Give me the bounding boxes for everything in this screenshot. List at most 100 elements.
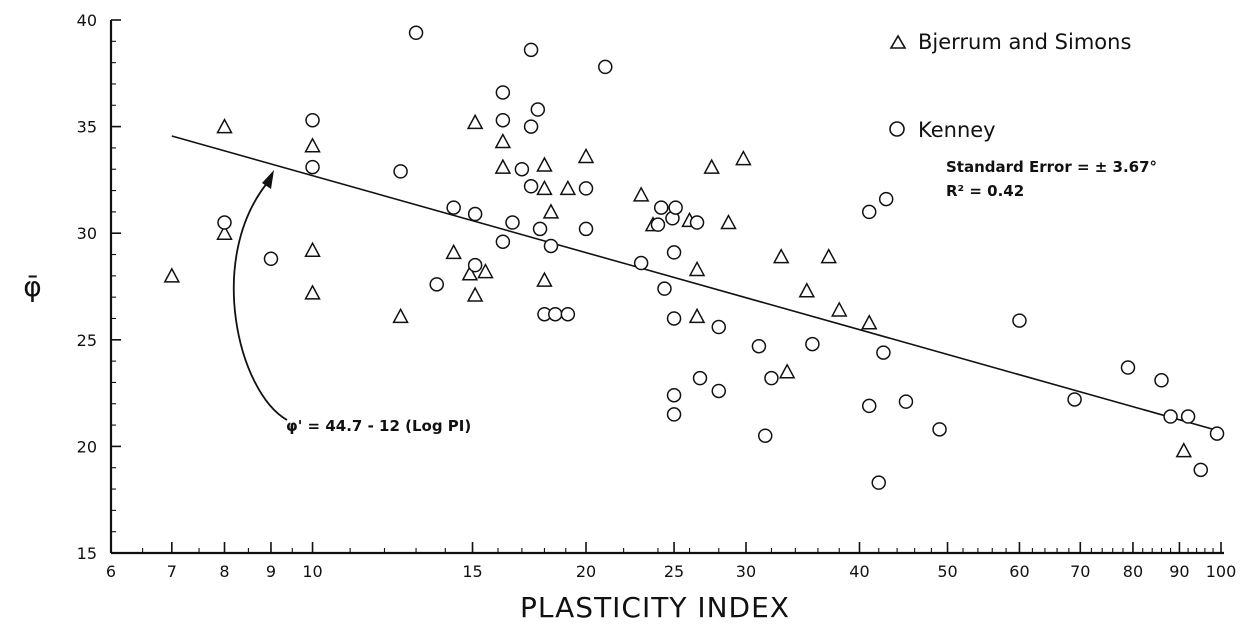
circle-marker xyxy=(543,238,559,254)
circle-marker xyxy=(650,217,666,232)
triangle-marker xyxy=(688,260,706,277)
equation-label: φ' = 44.7 - 12 (Log PI) xyxy=(286,417,471,435)
circle-marker xyxy=(467,257,483,273)
y-axis: 15 20 25 30 35 40 xyxy=(77,11,121,563)
circle-marker xyxy=(861,398,877,414)
circle-marker xyxy=(495,234,511,249)
triangle-marker xyxy=(577,147,595,164)
y-tick-label: 15 xyxy=(77,544,97,563)
x-tick-label: 25 xyxy=(664,562,684,581)
circle-marker xyxy=(560,306,576,322)
triangle-marker xyxy=(735,149,752,166)
circle-marker xyxy=(657,281,672,296)
triangle-marker xyxy=(461,265,479,281)
triangle-marker xyxy=(820,248,837,264)
circle-marker xyxy=(666,387,682,403)
triangle-marker xyxy=(163,267,181,283)
circle-marker xyxy=(633,255,649,271)
y-tick-label: 20 xyxy=(77,437,97,456)
y-axis-title: φ̄ xyxy=(23,270,42,303)
triangle-marker xyxy=(559,179,577,196)
circle-marker xyxy=(689,215,705,230)
triangle-marker xyxy=(304,284,321,300)
triangle-marker xyxy=(632,186,650,202)
circle-marker xyxy=(1193,462,1209,478)
x-axis: 6 7 8 9 10 15 20 25 30 40 50 60 70 80 90 100 xyxy=(106,542,1236,581)
circle-marker xyxy=(668,200,683,215)
x-tick-label: 80 xyxy=(1123,562,1143,581)
x-tick-label: 8 xyxy=(219,562,229,581)
circle-marker xyxy=(505,215,520,230)
circle-marker xyxy=(467,206,483,222)
x-tick-label: 30 xyxy=(736,562,756,581)
circle-marker xyxy=(598,59,613,75)
circle-marker xyxy=(305,159,320,175)
circle-marker xyxy=(861,204,877,220)
y-ticks: 15 20 25 30 35 40 xyxy=(77,11,121,563)
circle-marker xyxy=(666,407,682,422)
legend-circle-icon xyxy=(889,121,905,137)
circle-marker xyxy=(1163,409,1178,424)
circle-marker xyxy=(446,200,461,215)
equation-arrow xyxy=(232,181,288,421)
r-squared-label: R² = 0.42 xyxy=(946,182,1024,200)
triangle-marker xyxy=(536,179,553,196)
x-ticks: 6 7 8 9 10 15 20 25 30 40 50 60 70 80 90 100 xyxy=(106,542,1236,581)
x-tick-label: 6 xyxy=(106,562,116,581)
triangle-marker xyxy=(304,137,321,153)
legend-triangle-icon xyxy=(889,34,907,49)
circle-marker xyxy=(653,200,669,215)
triangle-marker xyxy=(466,113,484,130)
circle-marker xyxy=(305,112,320,128)
x-tick-label: 90 xyxy=(1169,562,1189,581)
legend: Bjerrum and Simons Kenney Standard Error… xyxy=(889,30,1157,200)
equation-arrowhead xyxy=(262,170,274,189)
triangle-marker xyxy=(304,241,321,258)
triangle-marker xyxy=(778,363,796,379)
circle-marker xyxy=(1012,313,1027,328)
circle-marker xyxy=(263,251,279,267)
triangle-marker xyxy=(494,158,512,174)
x-tick-label: 70 xyxy=(1070,562,1090,581)
x-tick-label: 9 xyxy=(266,562,276,581)
x-axis-title: PLASTICITY INDEX xyxy=(520,591,790,624)
y-tick-label: 40 xyxy=(77,11,97,30)
triangle-marker xyxy=(445,243,462,260)
circle-marker xyxy=(711,383,727,399)
circle-marker xyxy=(711,319,727,335)
circle-marker xyxy=(523,179,539,194)
x-tick-label: 40 xyxy=(849,562,869,581)
y-tick-label: 35 xyxy=(77,118,97,137)
circle-marker xyxy=(805,336,820,352)
x-tick-label: 50 xyxy=(937,562,957,581)
circle-marker xyxy=(578,221,594,237)
y-tick-label: 30 xyxy=(77,224,97,243)
circle-marker xyxy=(1209,426,1225,441)
triangle-marker xyxy=(830,301,848,317)
x-tick-label: 7 xyxy=(167,562,177,581)
triangle-marker xyxy=(477,262,494,279)
circle-marker xyxy=(878,191,894,207)
x-tick-label: 20 xyxy=(576,562,596,581)
circle-marker xyxy=(578,181,594,196)
x-tick-label: 10 xyxy=(302,562,322,581)
triangle-marker xyxy=(216,224,233,240)
triangle-marker xyxy=(536,271,553,287)
circle-marker xyxy=(393,164,408,179)
circle-marker xyxy=(530,102,546,117)
circle-marker xyxy=(666,245,682,260)
triangle-marker xyxy=(392,307,409,324)
circle-marker xyxy=(876,345,891,360)
circle-marker xyxy=(1180,409,1196,424)
triangle-marker xyxy=(1175,442,1193,458)
x-tick-label: 15 xyxy=(462,562,482,581)
circle-marker xyxy=(871,475,886,490)
triangle-marker xyxy=(688,307,706,324)
circle-marker xyxy=(532,221,548,237)
circle-marker xyxy=(898,394,914,409)
triangle-marker xyxy=(216,118,233,134)
circle-marker xyxy=(751,338,767,354)
circle-marker xyxy=(692,370,708,386)
triangle-marker xyxy=(542,203,560,219)
